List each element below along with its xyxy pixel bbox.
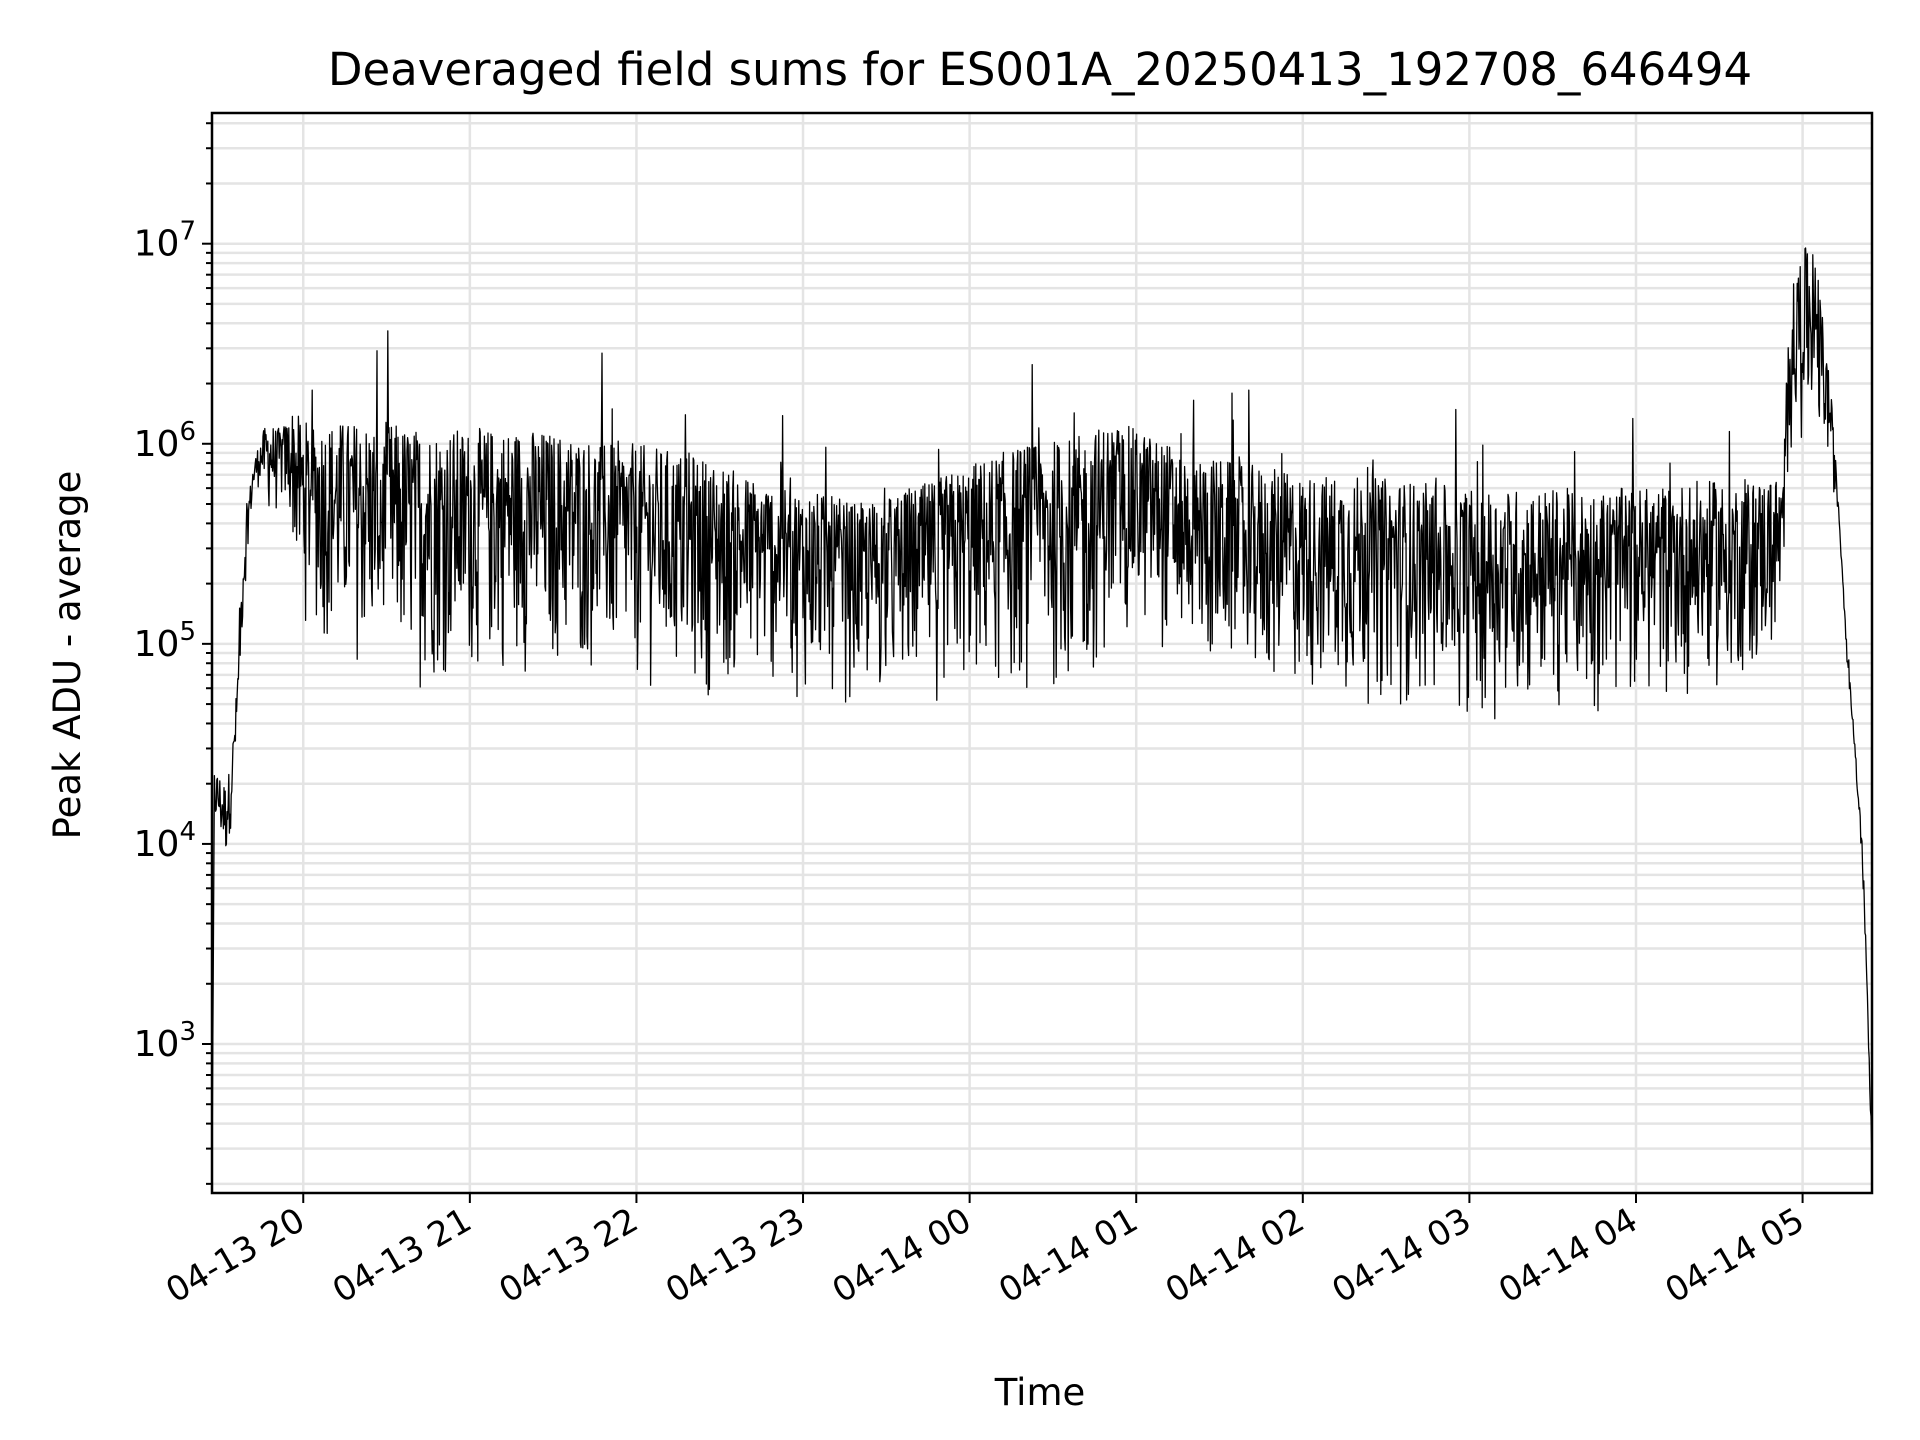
series-line (211, 247, 1873, 1184)
y-tick-label: 105 (134, 617, 196, 665)
y-tick-label: 107 (134, 217, 196, 265)
grid (212, 113, 1872, 1193)
series-group (211, 247, 1873, 1184)
y-tick-label: 103 (134, 1017, 196, 1065)
y-axis-label: Peak ADU - average (46, 471, 89, 840)
y-tick-label: 104 (134, 817, 196, 865)
y-tick-label: 106 (134, 417, 196, 465)
x-axis-label: Time (994, 1371, 1086, 1414)
chart-title: Deaveraged field sums for ES001A_2025041… (328, 43, 1752, 96)
